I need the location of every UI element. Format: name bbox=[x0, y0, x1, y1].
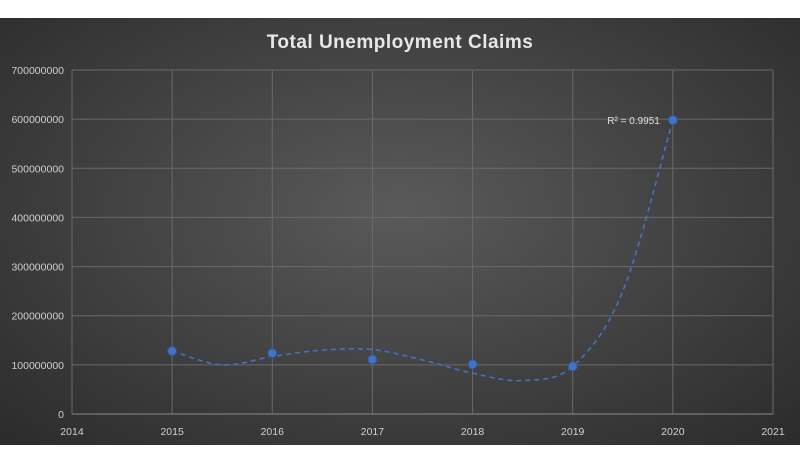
x-tick-label: 2021 bbox=[761, 426, 785, 438]
y-tick-label: 500000000 bbox=[11, 163, 64, 175]
data-point bbox=[267, 348, 278, 359]
x-axis-ticks: 2014 2015 2016 2017 2018 2019 2020 2021 bbox=[60, 426, 785, 438]
x-tick-label: 2017 bbox=[361, 426, 385, 438]
r-squared-label: R² = 0.9951 bbox=[607, 116, 660, 127]
x-tick-label: 2018 bbox=[461, 426, 485, 438]
data-point bbox=[367, 354, 378, 365]
x-tick-label: 2016 bbox=[261, 426, 285, 438]
y-tick-label: 0 bbox=[58, 409, 64, 421]
data-point bbox=[167, 346, 178, 357]
y-tick-label: 400000000 bbox=[11, 212, 64, 224]
y-tick-label: 300000000 bbox=[11, 262, 64, 274]
data-point bbox=[667, 115, 678, 126]
data-points bbox=[167, 115, 678, 372]
data-point bbox=[567, 361, 578, 372]
y-axis-ticks: 0 100000000 200000000 300000000 400000000 500… bbox=[11, 65, 64, 421]
y-tick-label: 600000000 bbox=[11, 114, 64, 126]
y-tick-label: 100000000 bbox=[11, 360, 64, 372]
x-tick-label: 2015 bbox=[160, 426, 184, 438]
y-tick-label: 700000000 bbox=[11, 65, 64, 77]
data-point bbox=[467, 359, 478, 370]
x-tick-label: 2014 bbox=[60, 426, 84, 438]
trendline bbox=[171, 119, 674, 382]
y-tick-label: 200000000 bbox=[11, 311, 64, 323]
chart-title: Total Unemployment Claims bbox=[266, 32, 534, 53]
x-tick-label: 2020 bbox=[661, 426, 685, 438]
x-tick-label: 2019 bbox=[561, 426, 585, 438]
chart-area: Total Unemployment Claims bbox=[0, 18, 800, 445]
grid-lines bbox=[71, 69, 774, 415]
